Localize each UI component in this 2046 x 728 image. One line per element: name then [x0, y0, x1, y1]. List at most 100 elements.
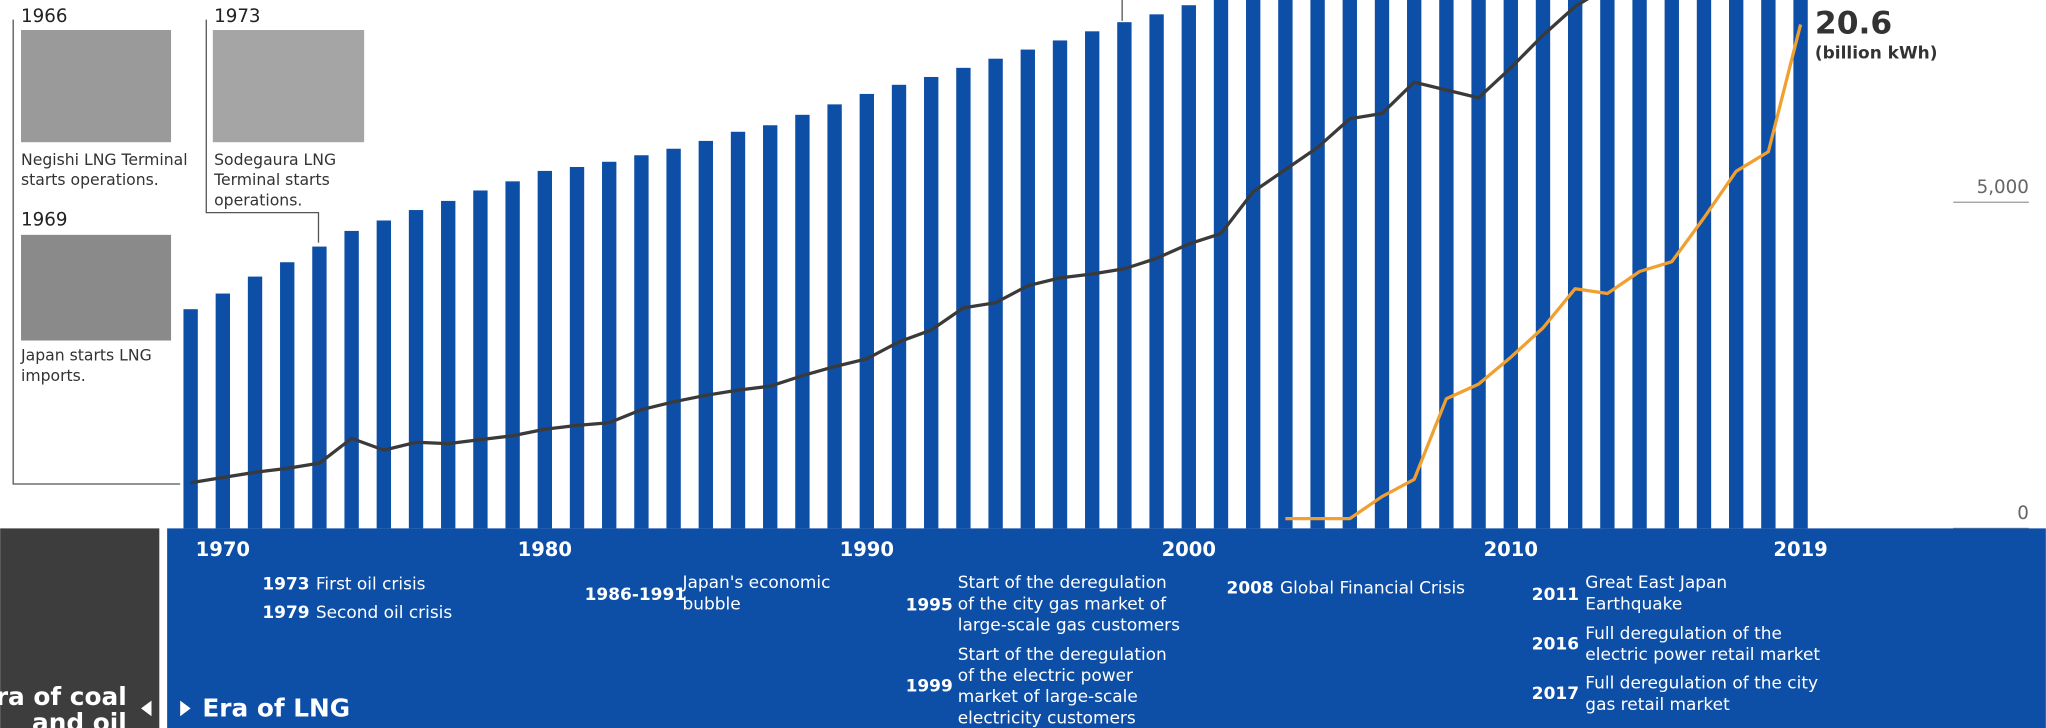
- bar: [988, 58, 1003, 529]
- bar: [1439, 0, 1454, 529]
- event-text: Start of the deregulation: [958, 644, 1167, 664]
- annotation-text: Negishi LNG Terminal: [21, 150, 188, 169]
- annotation-year: 1966: [21, 6, 67, 27]
- y-tick-label: 5,000: [1977, 177, 2029, 198]
- leader-line: [12, 19, 181, 485]
- event-text: Start of the deregulation: [958, 572, 1167, 592]
- annotation-text: Terminal starts: [213, 170, 330, 189]
- event-text: electricity customers: [958, 707, 1136, 727]
- event-text: of the city gas market of: [958, 593, 1167, 613]
- bar: [537, 170, 552, 529]
- x-tick-label: 1970: [196, 538, 250, 561]
- bar: [1632, 0, 1647, 529]
- event-text: Second oil crisis: [316, 602, 452, 622]
- event-year: 1973: [262, 573, 309, 593]
- arrow-right: [180, 700, 191, 717]
- era-label: Era of LNG: [202, 694, 350, 723]
- bar: [1696, 0, 1712, 529]
- bar: [1535, 0, 1551, 529]
- event-text: electric power retail market: [1585, 644, 1820, 664]
- bar: [247, 276, 263, 529]
- annotation-text: Sodegaura LNG: [214, 150, 336, 169]
- x-tick-label: 1980: [518, 538, 572, 561]
- photo: [21, 30, 172, 143]
- bar: [698, 140, 713, 529]
- bar: [1374, 0, 1390, 529]
- x-tick-label: 2019: [1773, 538, 1827, 561]
- event-text: Japan's economic: [681, 572, 830, 592]
- arrow-left: [141, 700, 152, 717]
- bar: [1149, 14, 1164, 529]
- event-year: 2017: [1532, 683, 1579, 703]
- event-text: Earthquake: [1585, 593, 1682, 613]
- annotation-text: imports.: [21, 366, 86, 385]
- bar: [730, 131, 746, 529]
- bar: [1407, 0, 1422, 529]
- bar: [1729, 0, 1744, 529]
- bar: [859, 93, 874, 529]
- bar: [344, 230, 359, 529]
- event-year: 1979: [262, 602, 309, 622]
- bar: [924, 76, 939, 529]
- bar: [473, 190, 488, 529]
- timeline-band: [167, 528, 2046, 728]
- photo: [212, 30, 365, 143]
- bar: [1213, 0, 1229, 529]
- event-year: 2016: [1532, 634, 1579, 654]
- under-layer: 0 5,000: [183, 0, 2029, 530]
- bar: [795, 114, 810, 529]
- bar: [215, 293, 231, 529]
- bar: [1246, 0, 1261, 529]
- event-text: Global Financial Crisis: [1280, 577, 1465, 597]
- bar: [956, 67, 971, 529]
- annotation-text: starts operations.: [21, 170, 159, 189]
- y-tick-label: 0: [2017, 503, 2029, 524]
- x-tick-label: 2010: [1484, 538, 1538, 561]
- bar: [569, 166, 585, 529]
- bar: [183, 309, 198, 529]
- annotation-year: 1973: [214, 6, 260, 27]
- bar: [1085, 31, 1100, 529]
- bar: [1117, 22, 1132, 529]
- bar: [1181, 5, 1196, 529]
- era-label: and oil: [32, 708, 127, 728]
- leader-line: [205, 19, 320, 243]
- annotation-year: 1969: [21, 209, 67, 230]
- event-year: 2008: [1227, 577, 1274, 597]
- x-tick-label: 2000: [1162, 538, 1216, 561]
- bar: [1600, 0, 1615, 529]
- bar: [312, 246, 327, 529]
- line: [1285, 24, 1803, 521]
- bar: [1503, 0, 1518, 529]
- bar: [505, 181, 520, 529]
- event-text: Great East Japan: [1585, 572, 1727, 592]
- bar: [1020, 49, 1035, 529]
- bar: [1278, 0, 1293, 529]
- event-text: bubble: [682, 593, 740, 613]
- value-label: 20.6: [1815, 5, 1892, 41]
- annotation-text: operations.: [214, 190, 302, 209]
- bar: [1568, 0, 1583, 529]
- photo: [21, 234, 172, 341]
- event-text: gas retail market: [1585, 694, 1730, 714]
- bar: [376, 220, 391, 529]
- event-text: large-scale gas customers: [958, 614, 1180, 634]
- bar: [408, 210, 424, 529]
- over-layer: 1970 1980 1990 2000 2010 2019 20.6(billion kWh…: [0, 0, 1937, 728]
- event-text: market of large-scale: [958, 686, 1138, 706]
- bar: [1761, 0, 1776, 529]
- bar: [827, 104, 842, 529]
- event-year: 1995: [906, 594, 953, 614]
- era-label: Era of coal: [0, 682, 127, 711]
- event-text: First oil crisis: [316, 573, 426, 593]
- event-year: 1999: [906, 675, 953, 695]
- bar: [891, 84, 907, 529]
- bar: [1793, 0, 1808, 529]
- bar: [280, 262, 295, 529]
- bar: [1342, 0, 1357, 529]
- bar: [1310, 0, 1325, 529]
- bar: [763, 125, 778, 529]
- bar: [1052, 40, 1068, 529]
- annotation-text: Japan starts LNG: [20, 346, 152, 365]
